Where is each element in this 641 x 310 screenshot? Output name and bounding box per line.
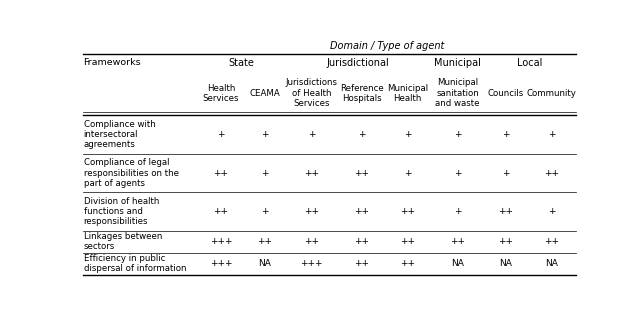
Text: NA: NA bbox=[451, 259, 464, 268]
Text: Division of health
functions and
responsibilities: Division of health functions and respons… bbox=[83, 197, 159, 226]
Text: Linkages between
sectors: Linkages between sectors bbox=[83, 232, 162, 251]
Text: ++: ++ bbox=[213, 169, 228, 178]
Text: Community: Community bbox=[527, 89, 577, 98]
Text: ++: ++ bbox=[450, 237, 465, 246]
Text: +: + bbox=[358, 130, 365, 139]
Text: ++: ++ bbox=[304, 237, 319, 246]
Text: ++: ++ bbox=[354, 237, 369, 246]
Text: Reference
Hospitals: Reference Hospitals bbox=[340, 84, 383, 103]
Text: +: + bbox=[548, 207, 556, 216]
Text: +++: +++ bbox=[210, 259, 232, 268]
Text: State: State bbox=[229, 58, 254, 68]
Text: Efficiency in public
dispersal of information: Efficiency in public dispersal of inform… bbox=[83, 254, 186, 273]
Text: ++: ++ bbox=[304, 169, 319, 178]
Text: +: + bbox=[404, 130, 412, 139]
Text: +++: +++ bbox=[210, 237, 232, 246]
Text: Municipal
Health: Municipal Health bbox=[387, 84, 428, 103]
Text: +: + bbox=[502, 130, 510, 139]
Text: NA: NA bbox=[258, 259, 271, 268]
Text: ++: ++ bbox=[304, 207, 319, 216]
Text: Jurisdictional: Jurisdictional bbox=[326, 58, 389, 68]
Text: +: + bbox=[548, 130, 556, 139]
Text: ++: ++ bbox=[354, 169, 369, 178]
Text: ++: ++ bbox=[213, 207, 228, 216]
Text: +: + bbox=[454, 169, 462, 178]
Text: +: + bbox=[404, 169, 412, 178]
Text: +: + bbox=[261, 130, 269, 139]
Text: ++: ++ bbox=[544, 169, 559, 178]
Text: +: + bbox=[261, 207, 269, 216]
Text: Compliance of legal
responsibilities on the
part of agents: Compliance of legal responsibilities on … bbox=[83, 158, 179, 188]
Text: CEAMA: CEAMA bbox=[249, 89, 280, 98]
Text: Local: Local bbox=[517, 58, 543, 68]
Text: +: + bbox=[261, 169, 269, 178]
Text: Compliance with
intersectoral
agreements: Compliance with intersectoral agreements bbox=[83, 120, 155, 149]
Text: Councils: Councils bbox=[488, 89, 524, 98]
Text: +: + bbox=[502, 169, 510, 178]
Text: ++: ++ bbox=[354, 259, 369, 268]
Text: ++: ++ bbox=[499, 237, 513, 246]
Text: Health
Services: Health Services bbox=[203, 84, 239, 103]
Text: NA: NA bbox=[499, 259, 512, 268]
Text: ++: ++ bbox=[354, 207, 369, 216]
Text: Frameworks: Frameworks bbox=[83, 58, 141, 67]
Text: Domain / Type of agent: Domain / Type of agent bbox=[329, 41, 444, 51]
Text: +: + bbox=[454, 207, 462, 216]
Text: ++: ++ bbox=[544, 237, 559, 246]
Text: +: + bbox=[454, 130, 462, 139]
Text: NA: NA bbox=[545, 259, 558, 268]
Text: ++: ++ bbox=[400, 259, 415, 268]
Text: ++: ++ bbox=[257, 237, 272, 246]
Text: ++: ++ bbox=[499, 207, 513, 216]
Text: +: + bbox=[308, 130, 315, 139]
Text: Municipal
sanitation
and waste: Municipal sanitation and waste bbox=[435, 78, 480, 108]
Text: +: + bbox=[217, 130, 225, 139]
Text: ++: ++ bbox=[400, 207, 415, 216]
Text: Jurisdictions
of Health
Services: Jurisdictions of Health Services bbox=[286, 78, 338, 108]
Text: +++: +++ bbox=[301, 259, 323, 268]
Text: ++: ++ bbox=[400, 237, 415, 246]
Text: Municipal: Municipal bbox=[434, 58, 481, 68]
